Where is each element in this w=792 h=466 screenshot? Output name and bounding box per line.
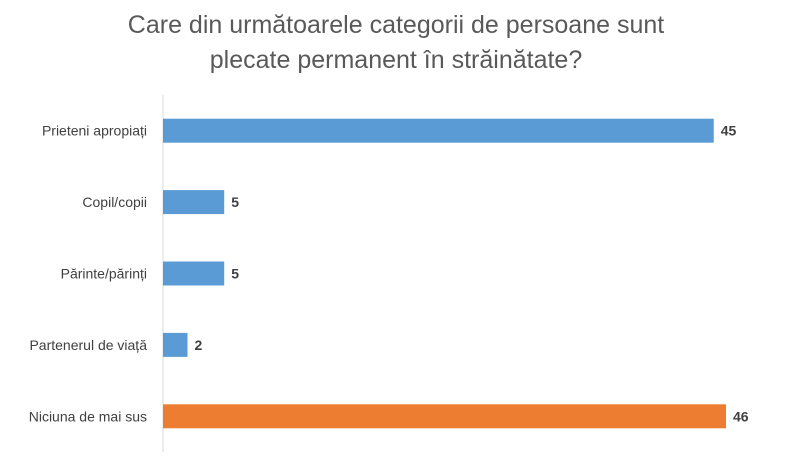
data-label-3: 5	[231, 266, 239, 282]
chart-title: Care din următoarele categorii de persoa…	[0, 8, 792, 78]
bar-3	[163, 261, 225, 286]
bar-1	[163, 118, 714, 143]
bar-4	[163, 332, 188, 357]
category-label-4: Partenerul de viață	[29, 337, 147, 353]
category-label-5: Niciuna de mai sus	[29, 408, 147, 424]
bar-2	[163, 190, 225, 215]
data-label-5: 46	[733, 408, 749, 424]
category-label-2: Copil/copii	[82, 194, 147, 210]
data-label-1: 45	[721, 123, 737, 139]
data-labels-group: 45 5 5 2 46	[194, 123, 748, 425]
data-label-4: 2	[194, 337, 202, 353]
category-label-1: Prieteni apropiați	[42, 123, 147, 139]
data-label-2: 5	[231, 194, 239, 210]
bar-5	[163, 404, 726, 429]
category-label-3: Părinte/părinți	[61, 266, 147, 282]
bars-group	[163, 118, 726, 429]
chart-title-line-1: Care din următoarele categorii de persoa…	[127, 11, 665, 39]
category-labels-group: Prieteni apropiați Copil/copii Părinte/păr…	[29, 123, 147, 425]
chart-title-line-2: plecate permanent în străinătate?	[209, 46, 583, 74]
